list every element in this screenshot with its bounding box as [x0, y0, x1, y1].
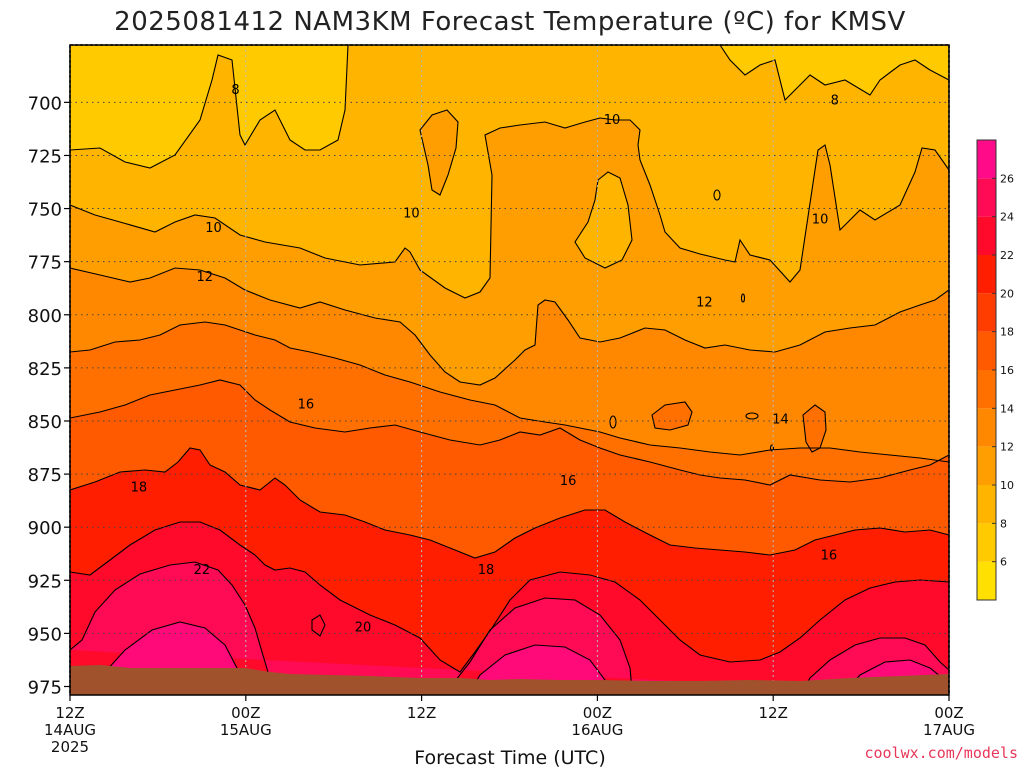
band-20-22 — [70, 522, 949, 695]
colorbar-tick-label: 18 — [1000, 326, 1014, 339]
x-tick-label: 16AUG — [571, 721, 623, 739]
y-tick-label: 875 — [28, 465, 62, 486]
y-tick-label: 775 — [28, 253, 62, 274]
x-axis-label: Forecast Time (UTC) — [414, 747, 605, 768]
contour-cell-e — [311, 614, 326, 637]
colorbar: 6 8 10 12 14 16 18 20 22 24 26 — [976, 139, 1014, 601]
colorbar-segment — [977, 178, 996, 217]
colorbar-segment — [977, 408, 996, 447]
x-tick-label: 00Z — [583, 704, 612, 722]
colorbar-segment — [977, 293, 996, 332]
contour-10 — [70, 117, 949, 299]
band-24-26 — [95, 622, 949, 695]
x-tick-label: 2025 — [51, 738, 89, 756]
colorbar-tick-label: 16 — [1000, 364, 1014, 377]
contour-label: 16 — [821, 548, 838, 563]
colorbar-segment — [977, 485, 996, 524]
contour-8-right — [719, 45, 949, 102]
x-tick-label: 00Z — [231, 704, 260, 722]
contour-dot-5 — [769, 444, 775, 452]
x-tick-label: 14AUG — [44, 721, 96, 739]
y-tick-label: 800 — [28, 306, 62, 327]
contour-label: 10 — [205, 221, 222, 236]
contour-label: 10 — [403, 206, 420, 221]
contour-label: 18 — [131, 480, 148, 495]
x-tick-label: 15AUG — [220, 721, 272, 739]
contour-labels: 8 8 10 10 10 10 12 12 14 16 16 16 18 18 20 22 — [131, 83, 839, 635]
contour-18 — [70, 447, 949, 559]
contour-label: 20 — [355, 621, 372, 636]
x-tick-label: 12Z — [55, 704, 84, 722]
contour-dot-1 — [713, 189, 721, 201]
colorbar-tick-label: 24 — [1000, 211, 1014, 224]
contour-12 — [70, 267, 949, 386]
cool-cell-upper — [575, 172, 632, 268]
y-tick-label: 900 — [28, 518, 62, 539]
contour-cell-c — [651, 401, 693, 431]
y-tick-label: 700 — [28, 93, 62, 114]
colorbar-segment — [977, 446, 996, 485]
contour-14 — [70, 321, 949, 463]
chart-title: 2025081412 NAM3KM Forecast Temperature (… — [114, 7, 906, 37]
colorbar-tick-label: 20 — [1000, 287, 1014, 300]
x-tick-label: 12Z — [407, 704, 436, 722]
warm-cell-right — [803, 405, 826, 452]
colorbar-tick-label: 10 — [1000, 479, 1014, 492]
contour-label: 12 — [696, 296, 713, 311]
y-tick-label: 850 — [28, 412, 62, 433]
contour-label: 10 — [812, 213, 829, 228]
plot-area: 8 8 10 10 10 10 12 12 14 16 16 16 18 18 20 22 — [70, 45, 949, 695]
colorbar-tick-label: 14 — [1000, 402, 1014, 415]
contour-label: 8 — [831, 94, 839, 109]
contour-label: 10 — [604, 113, 621, 128]
colorbar-tick-label: 8 — [1000, 517, 1007, 530]
contour-dot-2 — [740, 293, 746, 303]
contour-22 — [70, 561, 949, 695]
colorbar-segment — [977, 255, 996, 294]
y-tick-label: 950 — [28, 624, 62, 645]
x-tick-label: 17AUG — [923, 721, 975, 739]
contour-label: 18 — [478, 563, 495, 578]
contour-label: 16 — [560, 474, 577, 489]
contour-cell-b — [574, 171, 633, 269]
y-tick-label: 825 — [28, 359, 62, 380]
contour-lines — [70, 45, 949, 695]
x-tick-label: 00Z — [934, 704, 963, 722]
contour-label: 16 — [298, 397, 315, 412]
colorbar-segment — [977, 370, 996, 409]
ground — [70, 665, 949, 695]
colorbar-tick-label: 12 — [1000, 441, 1014, 454]
y-tick-label: 750 — [28, 200, 62, 221]
contour-label: 14 — [772, 412, 789, 427]
contour-label: 22 — [194, 563, 211, 578]
colorbar-segment — [977, 561, 996, 600]
colorbar-segment — [977, 140, 996, 179]
contour-dot-4 — [745, 412, 759, 420]
contour-dot-3 — [609, 415, 617, 429]
contour-label: 8 — [231, 83, 239, 98]
y-axis: 700 725 750 775 800 825 850 875 900 925 950 975 — [28, 93, 70, 699]
contour-16 — [70, 379, 949, 486]
credit-text: coolwx.com/models — [864, 744, 1018, 762]
band-22-24 — [70, 562, 949, 695]
warm-cell-mid — [652, 402, 692, 430]
colorbar-tick-label: 22 — [1000, 249, 1014, 262]
contour-label: 12 — [197, 270, 214, 285]
contour-cell-d — [802, 404, 827, 453]
y-tick-label: 975 — [28, 678, 62, 699]
contour-8 — [70, 45, 349, 169]
colorbar-tick-label: 6 — [1000, 556, 1007, 569]
y-tick-label: 925 — [28, 571, 62, 592]
colorbar-segment — [977, 331, 996, 370]
y-tick-label: 725 — [28, 146, 62, 167]
colorbar-tick-label: 26 — [1000, 172, 1014, 185]
x-tick-label: 12Z — [759, 704, 788, 722]
contour-cell-a — [419, 109, 459, 196]
colorbar-segment — [977, 523, 996, 562]
contour-20 — [70, 521, 949, 673]
colorbar-segment — [977, 216, 996, 255]
